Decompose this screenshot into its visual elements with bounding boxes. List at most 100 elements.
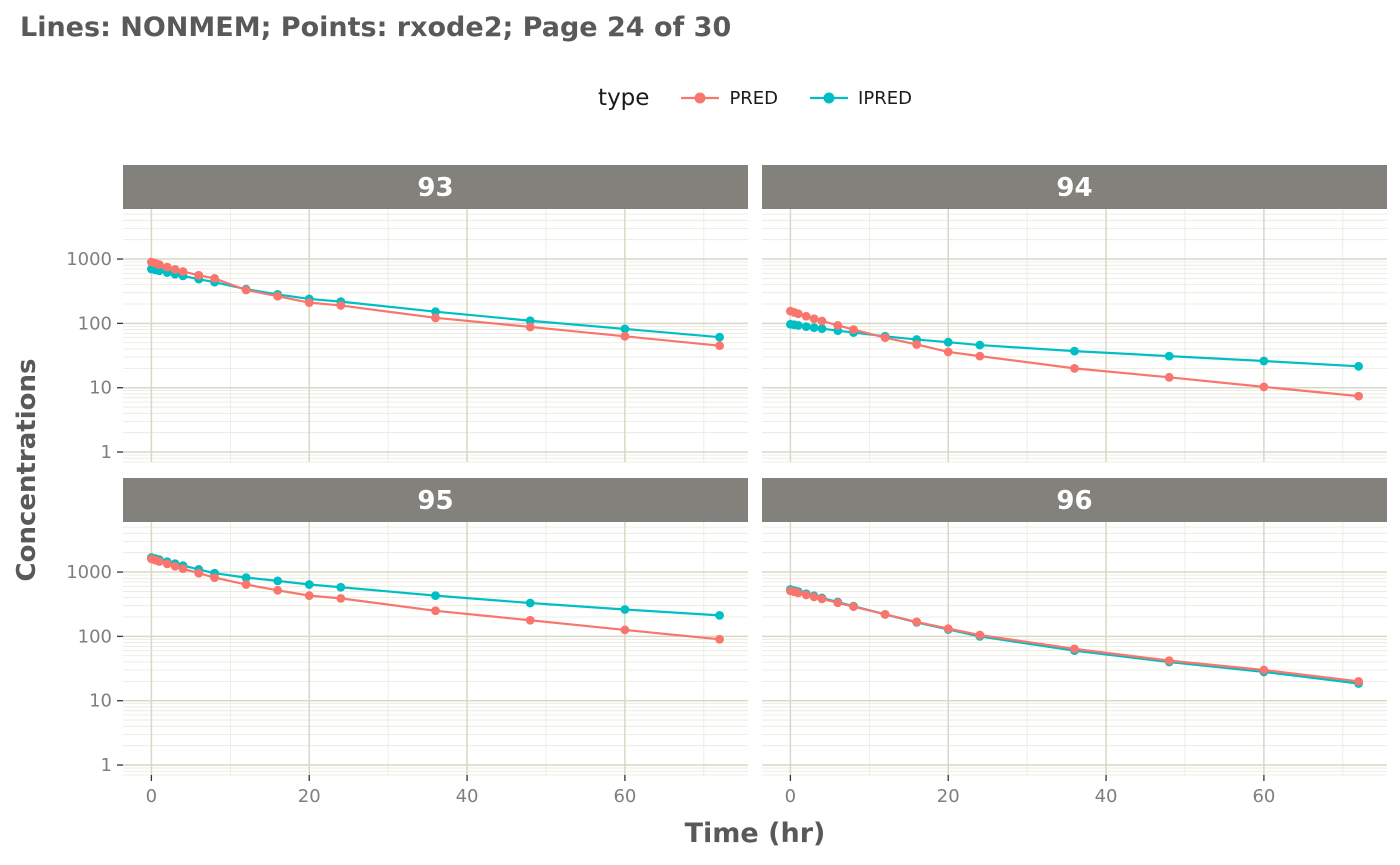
data-point-ipred (241, 573, 251, 582)
legend-item-ipred: IPRED (808, 87, 912, 109)
x-tick-label: 40 (456, 786, 479, 807)
data-point-ipred (336, 582, 346, 592)
data-point-pred (431, 313, 440, 323)
data-point-pred (170, 561, 180, 571)
data-point-pred (1354, 676, 1363, 686)
legend-item-label: PRED (729, 87, 779, 109)
data-point-pred (880, 333, 890, 343)
data-point-pred (178, 267, 188, 276)
data-point-pred (793, 588, 803, 598)
data-point-pred (943, 347, 953, 357)
data-point-ipred (431, 591, 440, 601)
data-point-pred (304, 298, 314, 308)
y-tick-label: 100 (78, 313, 112, 334)
data-point-pred (162, 262, 172, 272)
legend-item-pred: PRED (679, 87, 778, 109)
data-point-pred (273, 585, 283, 595)
ipred-line-point-icon (810, 92, 849, 104)
data-point-ipred (525, 316, 535, 326)
data-point-pred (178, 564, 188, 574)
y-tick-label: 1000 (66, 562, 112, 583)
data-point-pred (801, 311, 811, 321)
data-point-pred (817, 594, 827, 604)
data-point-pred (1070, 644, 1079, 654)
data-point-pred (210, 274, 219, 283)
data-point-ipred (1164, 351, 1174, 361)
data-point-pred (336, 593, 346, 603)
data-point-pred (849, 325, 858, 335)
data-point-ipred (154, 266, 164, 276)
legend-title: type (598, 85, 650, 111)
data-point-pred (833, 598, 843, 608)
x-tick-label: 60 (613, 786, 636, 807)
data-point-pred (793, 309, 803, 319)
data-point-ipred (273, 576, 283, 586)
data-point-pred (715, 634, 724, 644)
data-point-pred (210, 573, 219, 582)
data-point-ipred (715, 332, 724, 342)
data-point-pred (273, 291, 283, 301)
data-point-ipred (975, 340, 985, 350)
data-point-ipred (1070, 346, 1079, 356)
data-point-pred (1354, 391, 1363, 401)
x-tick-label: 0 (785, 786, 796, 807)
data-point-ipred (1259, 356, 1269, 366)
facet-panel (762, 209, 1387, 462)
y-tick-label: 1 (101, 442, 112, 463)
data-point-pred (170, 265, 180, 274)
page-title: Lines: NONMEM; Points: rxode2; Page 24 o… (20, 12, 732, 43)
pred-line-point-icon (681, 92, 720, 104)
data-point-pred (194, 568, 204, 578)
data-point-ipred (525, 598, 535, 608)
data-point-pred (162, 559, 172, 569)
data-point-ipred (620, 324, 630, 334)
data-point-pred (336, 301, 346, 310)
x-axis-title: Time (hr) (684, 818, 826, 849)
data-point-pred (154, 260, 164, 269)
data-point-pred (833, 321, 843, 330)
data-point-pred (620, 625, 630, 635)
data-point-pred (912, 340, 922, 349)
data-point-pred (431, 606, 440, 616)
x-tick-label: 0 (146, 786, 157, 807)
facet-panel (123, 209, 748, 462)
data-point-pred (1259, 382, 1269, 392)
data-point-pred (943, 624, 953, 634)
data-point-ipred (817, 324, 827, 333)
data-point-pred (817, 316, 827, 326)
data-point-pred (304, 591, 314, 601)
data-point-ipred (304, 580, 314, 589)
data-point-pred (525, 322, 535, 332)
data-point-ipred (943, 337, 953, 347)
data-point-pred (525, 615, 535, 625)
facet-panel (123, 522, 748, 775)
data-point-pred (715, 341, 724, 351)
data-point-pred (809, 314, 819, 324)
x-tick-label: 20 (937, 786, 960, 807)
facet-strip (123, 478, 748, 522)
facet-label: 95 (417, 486, 453, 516)
data-point-pred (975, 351, 985, 361)
data-point-pred (1164, 372, 1174, 382)
data-point-pred (241, 580, 251, 589)
data-point-pred (1259, 665, 1269, 675)
data-point-pred (849, 602, 858, 612)
data-point-ipred (431, 307, 440, 317)
y-tick-label: 10 (89, 378, 112, 399)
y-tick-label: 100 (78, 626, 112, 647)
data-point-pred (809, 592, 819, 602)
y-tick-label: 1000 (66, 249, 112, 270)
data-point-pred (194, 270, 204, 280)
facet-strip (762, 478, 1387, 522)
legend-item-label: IPRED (858, 87, 912, 109)
x-tick-label: 60 (1252, 786, 1275, 807)
facet-strip (762, 165, 1387, 209)
x-tick-label: 20 (298, 786, 321, 807)
facet-label: 93 (417, 173, 453, 203)
facet-label: 94 (1056, 173, 1092, 203)
data-point-pred (975, 630, 985, 640)
data-point-pred (154, 557, 164, 566)
x-tick-label: 40 (1095, 786, 1118, 807)
facet-strip (123, 165, 748, 209)
